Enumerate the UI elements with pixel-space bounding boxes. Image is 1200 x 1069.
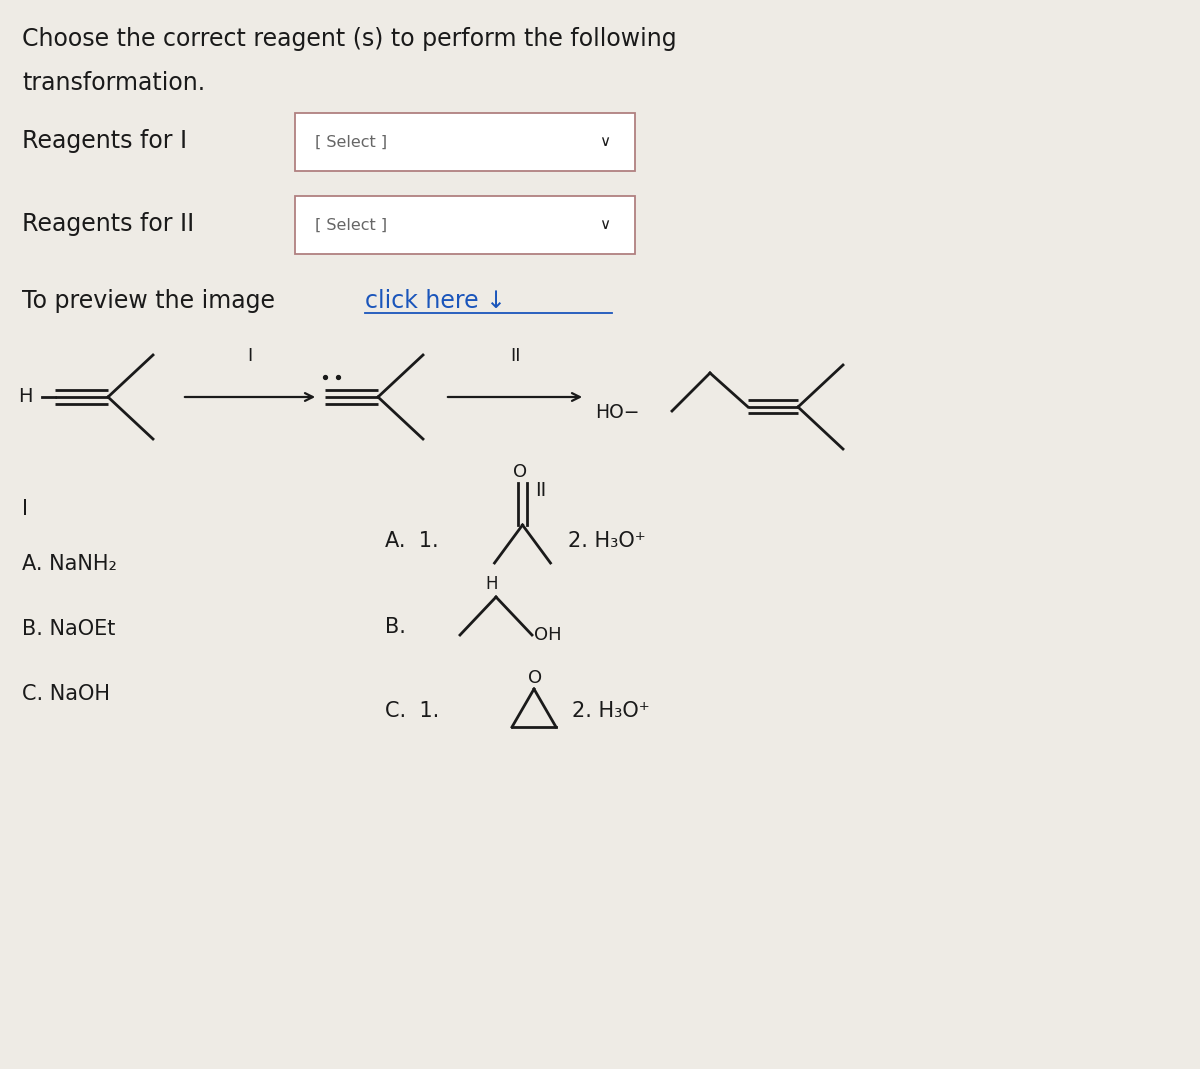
- Text: HO−: HO−: [595, 403, 640, 422]
- Text: II: II: [535, 481, 546, 500]
- Text: H: H: [18, 387, 32, 406]
- Text: ∨: ∨: [600, 135, 611, 150]
- Text: OH: OH: [534, 626, 562, 644]
- Text: transformation.: transformation.: [22, 71, 205, 95]
- Text: To preview the image: To preview the image: [22, 289, 282, 313]
- Text: C.  1.: C. 1.: [385, 701, 439, 721]
- Text: A.  1.: A. 1.: [385, 531, 439, 551]
- Text: H: H: [486, 575, 498, 593]
- Text: A. NaNH₂: A. NaNH₂: [22, 554, 118, 574]
- Text: 2. H₃O⁺: 2. H₃O⁺: [568, 531, 646, 551]
- Bar: [295, 196, 635, 254]
- Text: click here ↓: click here ↓: [365, 289, 506, 313]
- Text: I: I: [247, 347, 253, 365]
- Bar: [295, 113, 635, 171]
- Text: Reagents for I: Reagents for I: [22, 129, 187, 153]
- Text: II: II: [510, 347, 521, 365]
- Text: O: O: [528, 669, 542, 687]
- Text: [ Select ]: [ Select ]: [314, 217, 388, 232]
- Text: B.: B.: [385, 617, 406, 637]
- Text: I: I: [22, 499, 28, 520]
- Text: C. NaOH: C. NaOH: [22, 684, 110, 704]
- Text: B. NaOEt: B. NaOEt: [22, 619, 115, 639]
- Text: Choose the correct reagent (s) to perform the following: Choose the correct reagent (s) to perfor…: [22, 27, 677, 51]
- Text: [ Select ]: [ Select ]: [314, 135, 388, 150]
- Text: O: O: [514, 463, 527, 481]
- Text: 2. H₃O⁺: 2. H₃O⁺: [572, 701, 649, 721]
- Text: Reagents for II: Reagents for II: [22, 212, 194, 236]
- Text: ∨: ∨: [600, 217, 611, 232]
